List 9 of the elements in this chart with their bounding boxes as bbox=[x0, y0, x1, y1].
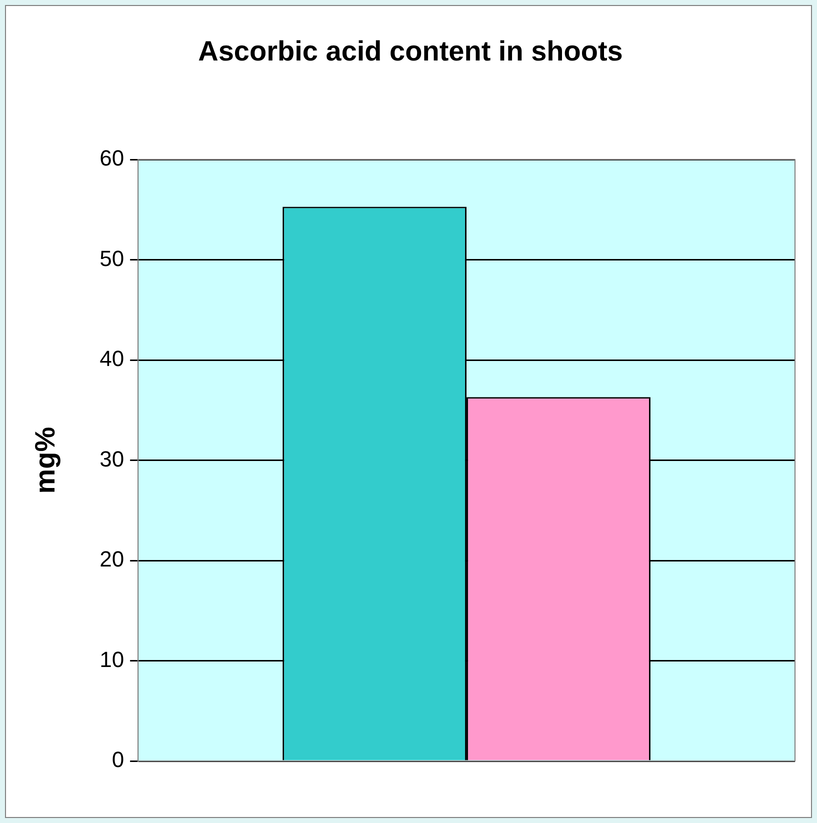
y-tick-label: 30 bbox=[100, 446, 124, 472]
chart-title: Ascorbic acid content in shoots bbox=[198, 36, 623, 67]
y-tick-label: 40 bbox=[100, 346, 124, 372]
y-axis-title: mg% bbox=[30, 426, 61, 494]
y-tick-label: 50 bbox=[100, 246, 124, 271]
y-tick-label: 20 bbox=[100, 546, 124, 572]
y-tick-label: 10 bbox=[100, 646, 124, 672]
y-tick-label: 0 bbox=[112, 747, 124, 772]
y-tick-label: 60 bbox=[100, 146, 124, 171]
